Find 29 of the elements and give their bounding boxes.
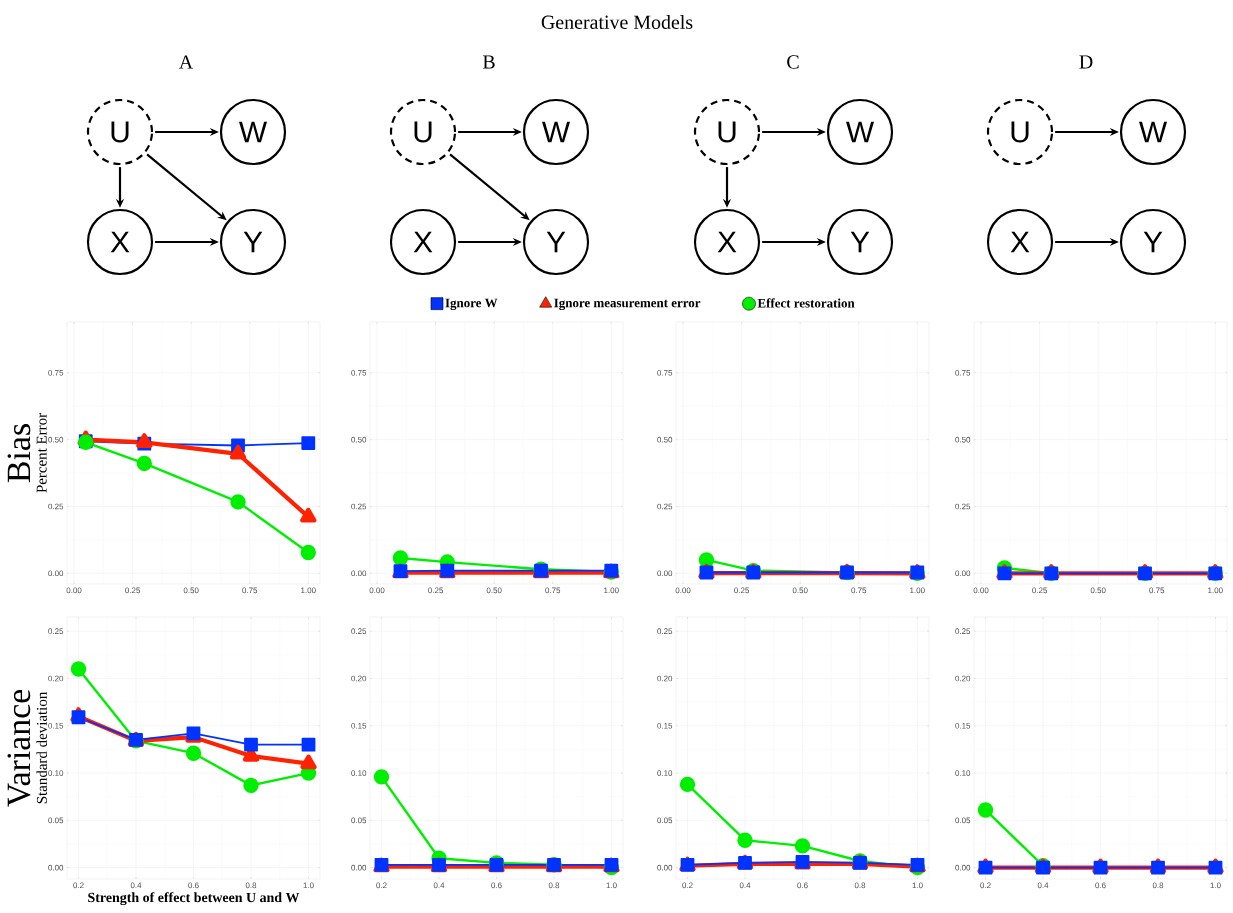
text: U [1011,121,1029,143]
text: W [239,121,268,143]
text: X [1010,231,1030,253]
text: W [542,121,571,143]
y-axis-title: Bias [7,424,31,483]
legend-label: Effect restoration [757,298,855,308]
legend-label: Ignore measurement error [554,298,701,311]
text: Y [1143,231,1163,253]
y-axis-title: Variance [7,689,31,807]
x-axis-title: Strength of effect between U and W [88,892,300,906]
text: U [718,121,736,143]
text: D [1079,55,1093,69]
text: U [111,121,129,143]
text: X [717,231,737,253]
text: Percent Error [36,413,47,493]
text: X [110,231,130,253]
text: X [413,231,433,253]
text: U [414,121,432,143]
text: Standard deviation [36,691,47,804]
text: Y [850,231,870,253]
text: C [787,55,799,69]
text: W [846,121,875,143]
text: W [1139,121,1168,143]
text: Generative Models [541,14,693,29]
text: A [179,55,194,69]
text: Y [546,231,566,253]
text: Y [243,231,263,253]
text: B [482,55,495,69]
legend-label: Ignore W [445,298,498,311]
